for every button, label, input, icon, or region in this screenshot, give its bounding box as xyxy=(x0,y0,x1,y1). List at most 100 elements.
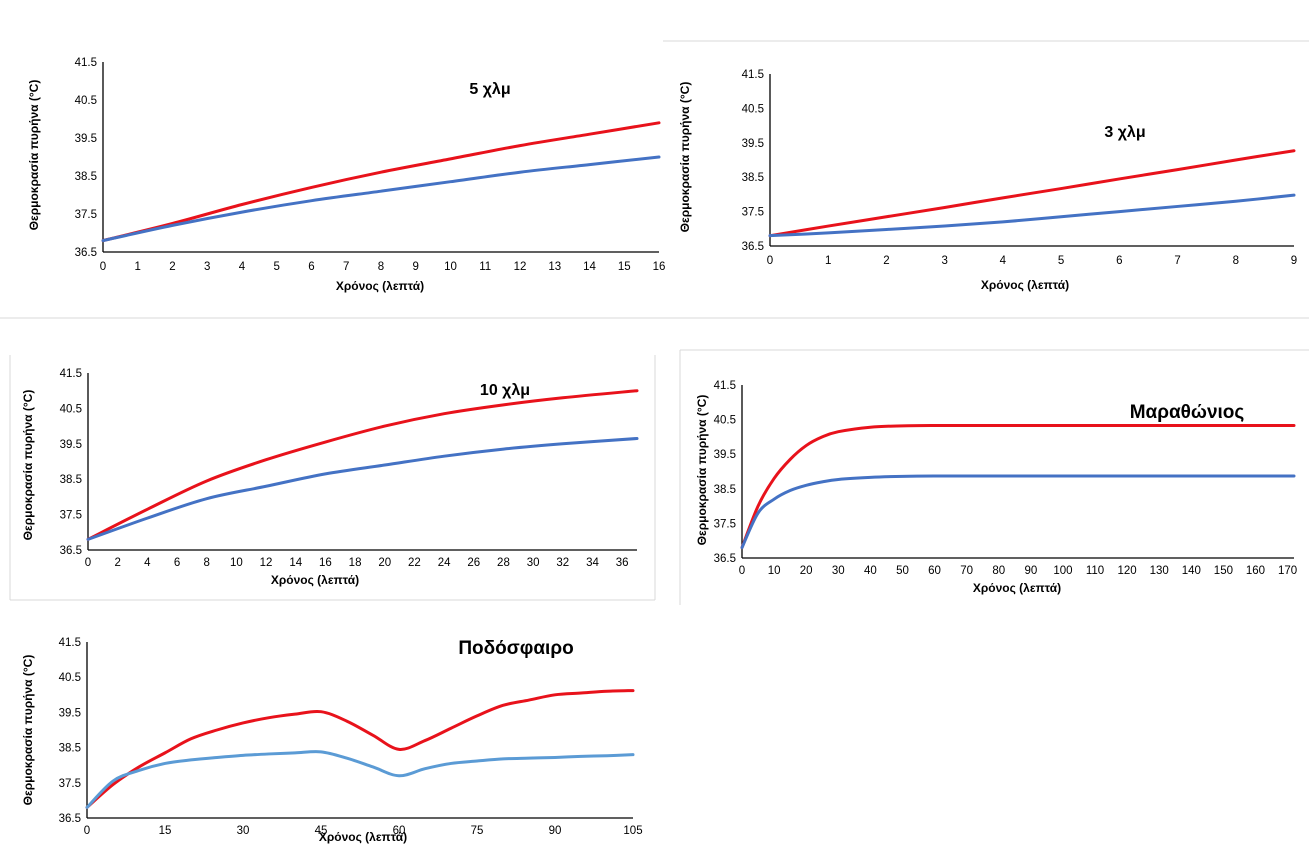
y-tick-label: 41.5 xyxy=(60,368,82,380)
x-tick-label: 3 xyxy=(941,255,947,267)
x-tick-label: 160 xyxy=(1246,565,1265,577)
x-tick-label: 5 xyxy=(1058,255,1064,267)
chart-football: 36.5 37.5 38.5 39.5 40.5 41.5 0 15 30 45 60 75 90 105… xyxy=(21,637,643,844)
y-tick-label: 39.5 xyxy=(59,707,81,719)
x-tick-label: 60 xyxy=(928,565,941,577)
x-tick-label: 6 xyxy=(1116,255,1122,267)
x-axis-title: Χρόνος (λεπτά) xyxy=(319,830,407,844)
x-tick-label: 9 xyxy=(413,261,419,273)
x-tick-label: 2 xyxy=(883,255,889,267)
x-tick-label: 30 xyxy=(237,825,250,837)
series-line-red xyxy=(86,389,639,541)
x-tick-label: 50 xyxy=(896,565,909,577)
x-tick-label: 4 xyxy=(239,261,246,273)
x-axis-title: Χρόνος (λεπτά) xyxy=(973,581,1061,595)
y-tick-label: 37.5 xyxy=(59,778,81,790)
y-tick-label: 40.5 xyxy=(59,672,81,684)
chart-10km: 36.537.538.539.540.541.50 2 4 6 8 10 12 14 16 18 2… xyxy=(9,355,656,601)
x-tick-label: 12 xyxy=(260,557,273,569)
chart-panel-marathon: 36.5 37.5 38.5 39.5 40.5 41.5 0 10 20 30 40 50 60 70 8… xyxy=(679,349,1309,605)
x-tick-label: 45 xyxy=(315,825,328,837)
chart-5km: 36.537.538.539.540.541.50 1 2 3 4 5 6 7 8 9 10 11 12… xyxy=(0,57,666,319)
x-tick-label: 16 xyxy=(653,261,666,273)
y-tick-label: 36.5 xyxy=(742,241,764,253)
x-tick-label: 14 xyxy=(289,557,302,569)
x-tick-label: 4 xyxy=(1000,255,1007,267)
x-tick-label: 20 xyxy=(800,565,813,577)
x-tick-label: 14 xyxy=(583,261,596,273)
x-tick-label: 2 xyxy=(114,557,120,569)
x-axis-title: Χρόνος (λεπτά) xyxy=(981,278,1069,292)
x-tick-label: 0 xyxy=(739,565,745,577)
x-tick-label: 12 xyxy=(514,261,527,273)
x-tick-label: 40 xyxy=(864,565,877,577)
series-line-blue xyxy=(740,474,1296,550)
x-tick-label: 90 xyxy=(1024,565,1037,577)
x-tick-label: 34 xyxy=(586,557,599,569)
series-line-red xyxy=(101,121,661,243)
x-tick-label: 80 xyxy=(992,565,1005,577)
y-axis-title: Θερμοκρασία πυρήνα (°C) xyxy=(695,395,709,546)
y-axis-title: Θερμοκρασία πυρήνα (°C) xyxy=(678,82,692,233)
x-axis-title: Χρόνος (λεπτά) xyxy=(271,573,359,587)
y-tick-label: 39.5 xyxy=(742,138,764,150)
y-tick-label: 38.5 xyxy=(75,171,97,183)
chart-3km: 36.5 37.5 38.5 39.5 40.5 41.5 0 1 2 3 4 5 6 7 8 9 3 χλμ Χ… xyxy=(663,40,1309,319)
y-tick-label: 39.5 xyxy=(714,449,736,461)
x-tick-label: 10 xyxy=(444,261,457,273)
x-tick-label: 2 xyxy=(169,261,175,273)
x-tick-label: 60 xyxy=(393,825,406,837)
y-tick-label: 41.5 xyxy=(714,380,736,392)
x-tick-label: 16 xyxy=(319,557,332,569)
series-line-blue xyxy=(85,750,635,809)
x-tick-label: 105 xyxy=(623,825,642,837)
x-tick-label: 30 xyxy=(527,557,540,569)
y-tick-label: 41.5 xyxy=(75,57,97,69)
x-tick-label: 8 xyxy=(378,261,384,273)
x-tick-label: 9 xyxy=(1291,255,1297,267)
y-tick-label: 40.5 xyxy=(714,415,736,427)
y-tick-label: 37.5 xyxy=(714,518,736,530)
x-tick-label: 120 xyxy=(1118,565,1137,577)
x-tick-label: 110 xyxy=(1086,565,1104,577)
x-tick-label: 28 xyxy=(497,557,510,569)
chart-title: Ποδόσφαιρο xyxy=(458,638,573,659)
chart-title: Μαραθώνιος xyxy=(1130,402,1245,423)
chart-title: 5 χλμ xyxy=(469,81,510,98)
x-tick-label: 7 xyxy=(1174,255,1180,267)
chart-title: 10 χλμ xyxy=(480,382,530,399)
x-tick-label: 30 xyxy=(832,565,845,577)
x-tick-label: 4 xyxy=(144,557,151,569)
y-axis-title: Θερμοκρασία πυρήνα (°C) xyxy=(21,390,35,541)
x-tick-label: 36 xyxy=(616,557,629,569)
y-axis-title: Θερμοκρασία πυρήνα (°C) xyxy=(27,80,41,231)
y-tick-label: 36.5 xyxy=(714,553,736,565)
x-tick-label: 26 xyxy=(467,557,480,569)
x-tick-label: 140 xyxy=(1182,565,1201,577)
x-tick-label: 20 xyxy=(378,557,391,569)
y-tick-label: 39.5 xyxy=(60,439,82,451)
y-tick-label: 38.5 xyxy=(714,484,736,496)
y-tick-label: 37.5 xyxy=(60,510,82,522)
x-tick-label: 75 xyxy=(471,825,484,837)
chart-panel-10km: 36.5 37.5 38.5 39.5 40.5 41.5 0 2 4 6 8 10 12 14 16 18 2… xyxy=(0,355,665,601)
x-tick-label: 32 xyxy=(556,557,569,569)
x-tick-label: 100 xyxy=(1053,565,1072,577)
x-axis-title: Χρόνος (λεπτά) xyxy=(336,279,424,293)
x-tick-label: 6 xyxy=(308,261,314,273)
x-tick-label: 6 xyxy=(174,557,180,569)
chart-panel-football: 36.5 37.5 38.5 39.5 40.5 41.5 0 15 30 45 60 75 90 105… xyxy=(0,610,665,847)
x-tick-label: 8 xyxy=(203,557,209,569)
x-tick-label: 90 xyxy=(549,825,562,837)
x-tick-label: 0 xyxy=(100,261,106,273)
y-tick-label: 41.5 xyxy=(59,637,81,649)
y-tick-label: 36.5 xyxy=(59,813,81,825)
x-tick-label: 0 xyxy=(84,825,90,837)
series-line-blue xyxy=(86,436,639,541)
y-tick-label: 38.5 xyxy=(742,172,764,184)
x-tick-label: 3 xyxy=(204,261,210,273)
x-tick-label: 18 xyxy=(349,557,362,569)
series-line-red xyxy=(740,423,1296,550)
x-tick-label: 5 xyxy=(274,261,280,273)
y-tick-label: 37.5 xyxy=(75,209,97,221)
